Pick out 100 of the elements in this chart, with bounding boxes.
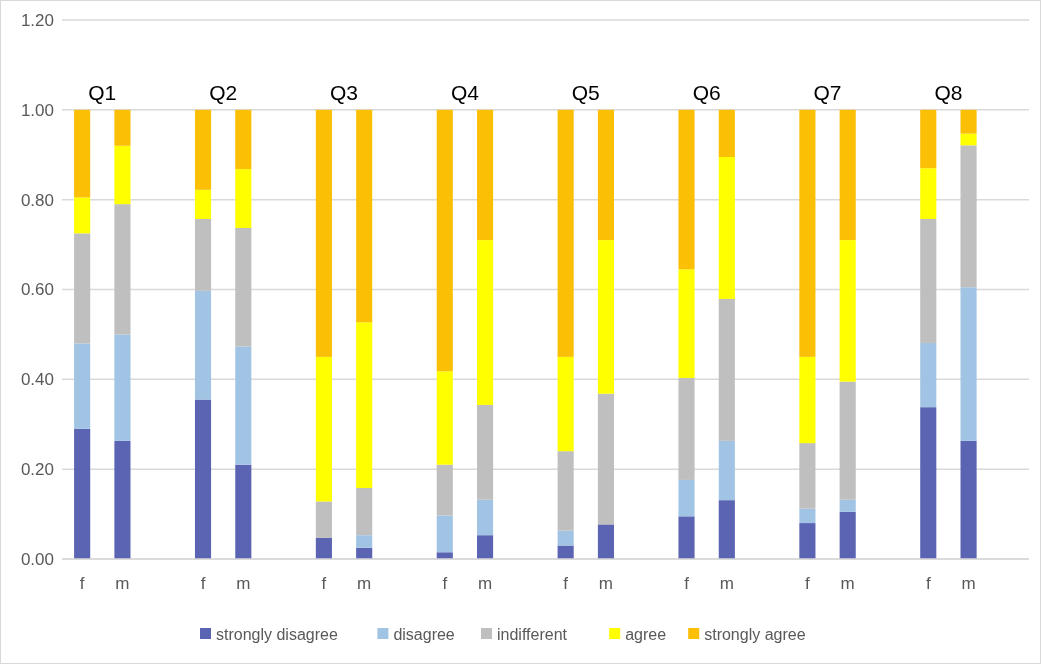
bar [920, 168, 937, 219]
x-tick-label: m [598, 574, 614, 593]
annotation: Q3 [330, 80, 359, 104]
bar [557, 451, 574, 531]
bar [718, 500, 735, 559]
x-tick-label: m [357, 574, 372, 593]
bar [315, 501, 332, 538]
legend-label: disagree [393, 625, 455, 643]
bar [194, 290, 212, 400]
x-tick-label: f [79, 574, 85, 593]
bar [436, 371, 453, 465]
legend-label: agree [625, 625, 667, 643]
bar [356, 322, 373, 489]
bar [960, 133, 977, 146]
bar [839, 499, 856, 512]
bar [235, 346, 252, 465]
bar [799, 508, 816, 524]
bar [920, 218, 937, 343]
bar [315, 356, 332, 502]
bar [678, 479, 695, 517]
bar [718, 298, 735, 441]
bar [799, 356, 816, 444]
bar [235, 227, 252, 347]
bar [436, 109, 453, 372]
bar [597, 109, 614, 241]
y-tick-label: 1.00 [20, 100, 54, 120]
bar [799, 443, 816, 509]
bar [436, 515, 453, 553]
bar [960, 109, 977, 134]
bar [74, 197, 91, 234]
bar [960, 287, 977, 441]
y-tick-label: 0.20 [20, 460, 54, 480]
bar [597, 393, 614, 525]
y-tick-label: 0.00 [20, 549, 54, 569]
bar [678, 516, 695, 559]
bar [74, 428, 91, 559]
bar [114, 334, 131, 441]
bar [477, 404, 494, 500]
x-tick-label: f [563, 574, 569, 593]
annotation: Q5 [571, 80, 600, 104]
legend-label: strongly disagree [216, 625, 338, 643]
bar [718, 157, 735, 299]
bar [557, 109, 574, 357]
bar [74, 343, 91, 429]
bar [839, 109, 856, 241]
bar [477, 499, 494, 536]
bar [597, 524, 614, 559]
bar [960, 145, 977, 288]
x-tick-label: f [684, 574, 690, 593]
legend-label: indifferent [497, 625, 568, 643]
bar [114, 440, 131, 559]
bar [678, 377, 695, 480]
x-tick-label: m [840, 574, 855, 593]
x-tick-label: m [719, 574, 734, 593]
bar [718, 109, 735, 157]
bar [114, 204, 131, 335]
bar [557, 356, 574, 452]
bar [477, 535, 494, 559]
bar [839, 381, 856, 500]
x-tick-label: f [200, 574, 206, 593]
annotation: Q7 [813, 80, 842, 104]
bar [74, 233, 91, 344]
bar [799, 109, 816, 357]
x-tick-label: m [961, 574, 976, 593]
bar [235, 109, 252, 170]
bar [315, 109, 332, 357]
bar [194, 109, 212, 190]
y-tick-label: 0.40 [20, 370, 54, 390]
bar [477, 109, 494, 241]
annotation: Q4 [450, 80, 480, 104]
x-tick-label: m [477, 574, 493, 593]
bar [678, 109, 695, 270]
y-tick-label: 0.80 [20, 190, 54, 210]
x-tick-label: m [236, 574, 251, 593]
x-tick-label: f [442, 574, 448, 593]
bar [235, 464, 252, 559]
annotation: Q2 [209, 80, 238, 104]
bar [194, 218, 212, 291]
bar [477, 240, 494, 405]
x-tick-label: f [805, 574, 811, 593]
bar [839, 240, 856, 382]
bar [194, 189, 212, 219]
annotation: Q1 [88, 80, 117, 104]
bar [436, 464, 453, 516]
bar [960, 440, 977, 559]
y-tick-label: 0.60 [20, 280, 54, 300]
bar [557, 530, 574, 546]
x-tick-label: f [925, 574, 931, 593]
x-tick-label: m [115, 574, 130, 593]
bar [799, 523, 816, 559]
bar [839, 511, 856, 559]
y-tick-label: 1.20 [20, 10, 54, 30]
x-tick-label: f [321, 574, 327, 593]
bar [356, 488, 373, 536]
bar [920, 407, 937, 559]
legend-label: strongly agree [704, 625, 806, 643]
bar [597, 240, 614, 394]
bar [114, 145, 131, 205]
bar [920, 342, 937, 408]
bar [678, 269, 695, 378]
